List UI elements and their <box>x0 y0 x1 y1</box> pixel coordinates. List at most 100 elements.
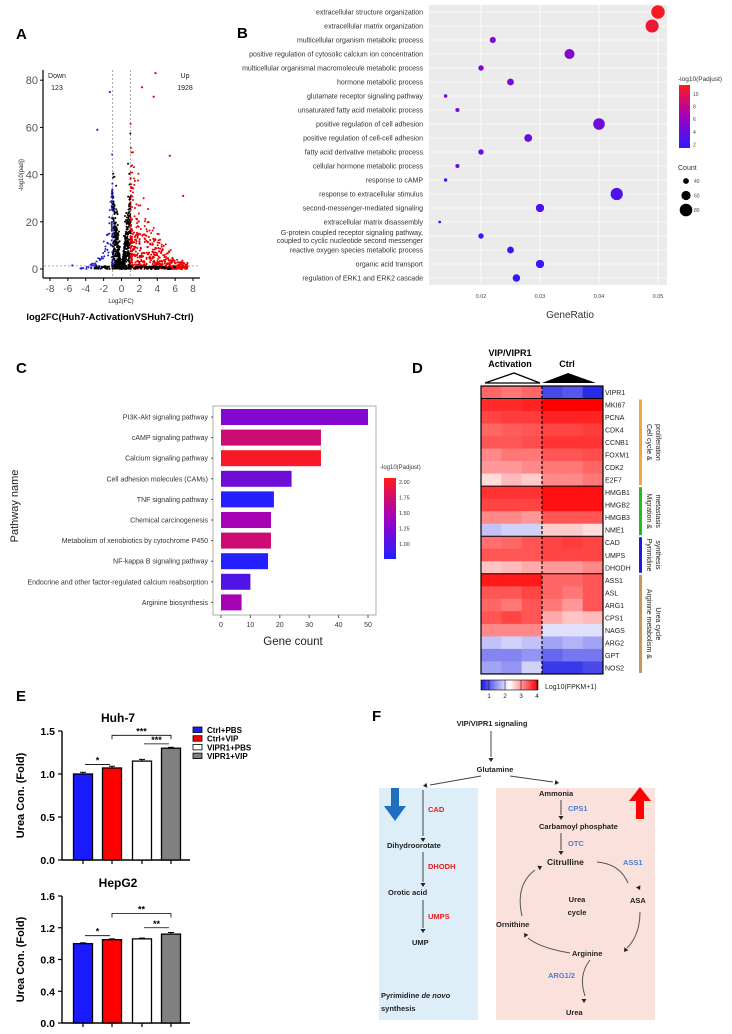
urea-cycle-box <box>496 788 655 1020</box>
urea-y-tick-label: 1.0 <box>40 769 55 781</box>
bubble-color-tick: 6 <box>693 117 696 123</box>
volcano-point-down <box>111 182 114 185</box>
volcano-point-up <box>159 247 162 250</box>
volcano-point <box>127 195 130 198</box>
heatmap-cell <box>521 473 543 487</box>
heatmap-cell <box>481 611 502 625</box>
heatmap-cell <box>501 448 522 462</box>
volcano-point-up <box>133 231 136 234</box>
heatmap-cell <box>542 511 563 525</box>
go-term-bubble <box>478 65 484 71</box>
urea-legend-swatch <box>192 752 203 759</box>
bubble-color-tick: 2 <box>693 142 696 148</box>
volcano-point-down <box>102 251 105 254</box>
volcano-point-up <box>156 244 159 247</box>
kegg-pathway-label: Endocrine and other factor-regulated cal… <box>27 579 208 586</box>
kegg-x-tick-label: 0 <box>219 622 223 629</box>
heatmap-cell <box>481 461 502 474</box>
significance-stars: *** <box>136 726 147 736</box>
heatmap-cell <box>542 386 563 399</box>
volcano-point-up <box>136 225 139 228</box>
heatmap-cell <box>481 586 502 600</box>
heatmap-cell <box>582 411 604 424</box>
volcano-x-tick-label: 0 <box>119 284 125 295</box>
volcano-point <box>115 260 118 263</box>
go-term-label: hormone metabolic process <box>337 80 423 87</box>
volcano-point <box>111 251 114 254</box>
volcano-up-label: Up <box>181 73 190 80</box>
volcano-y-tick-label: 40 <box>26 170 38 182</box>
volcano-point <box>123 253 126 256</box>
urea-bar <box>131 938 153 1024</box>
heatmap-cell <box>521 436 543 449</box>
go-term-bubble <box>455 163 460 169</box>
cycle-arrow <box>626 911 641 949</box>
down-trend-arrow-shaft <box>391 788 399 808</box>
volcano-point <box>126 239 129 242</box>
heatmap-cell <box>582 461 604 474</box>
volcano-point <box>112 227 115 230</box>
volcano-point-up <box>136 246 139 249</box>
heatmap-cell <box>501 548 522 562</box>
volcano-point-outlier <box>140 86 144 89</box>
go-term-label: positive regulation of cytosolic calcium… <box>249 52 423 59</box>
kegg-color-tick: 1.00 <box>399 542 410 548</box>
volcano-point <box>111 232 114 235</box>
heatmap-cell <box>562 398 583 412</box>
volcano-point <box>125 252 128 255</box>
go-term-bubble <box>489 36 496 44</box>
heatmap-cell <box>481 473 502 487</box>
volcano-point-up <box>171 259 174 262</box>
heatmap-row-group-label: Urea cycle <box>654 607 661 640</box>
volcano-point <box>126 219 129 222</box>
kegg-y-label: Pathway name <box>9 470 21 543</box>
volcano-point-up <box>145 228 148 231</box>
volcano-point-up <box>136 252 139 255</box>
bubble-size-key-label: 60 <box>694 194 700 200</box>
heatmap-gene-label: ARG2 <box>605 640 624 647</box>
enzyme-cps1: CPS1 <box>568 804 588 813</box>
asa-node: ASA <box>630 896 646 905</box>
down-trend-arrow-icon <box>384 806 406 821</box>
heatmap-cell <box>521 623 543 637</box>
volcano-point-ns <box>151 266 154 269</box>
heatmap-cell <box>582 436 604 449</box>
volcano-point <box>118 253 121 256</box>
heatmap-cell <box>562 436 583 449</box>
volcano-point-up <box>146 245 149 248</box>
heatmap-group-activation-line2: Activation <box>488 359 532 369</box>
ctrl-triangle <box>542 373 596 383</box>
go-term-bubble <box>524 134 533 142</box>
volcano-point-up <box>134 234 137 237</box>
volcano-point <box>128 231 131 234</box>
heatmap-cell <box>562 598 583 612</box>
volcano-point <box>115 255 118 258</box>
heatmap-cell <box>521 611 543 625</box>
volcano-point-down <box>107 254 110 257</box>
heatmap-gene-label: NOS2 <box>605 665 624 672</box>
volcano-point <box>118 246 121 249</box>
volcano-point-down <box>89 266 92 269</box>
heatmap-cell <box>521 636 543 650</box>
kegg-pathway-label: Cell adhesion molecules (CAMs) <box>106 476 208 483</box>
volcano-point-up <box>166 263 169 266</box>
volcano-point <box>125 211 128 214</box>
heatmap-cell <box>542 498 563 512</box>
volcano-point-up <box>147 221 150 224</box>
kegg-color-tick: 1.50 <box>399 511 410 517</box>
volcano-point <box>114 253 117 256</box>
volcano-point <box>115 226 118 229</box>
heatmap-cell <box>562 561 583 575</box>
heatmap-gene-label: CPS1 <box>605 615 623 622</box>
significance-bracket <box>111 734 172 740</box>
volcano-point-up <box>137 261 140 264</box>
kegg-color-tick: 1.25 <box>399 527 410 533</box>
volcano-point <box>115 231 118 234</box>
heatmap-cell <box>521 548 543 562</box>
heatmap-cell <box>501 573 522 587</box>
volcano-point-up <box>135 242 138 245</box>
volcano-point <box>124 236 127 239</box>
urea-y-tick-label: 0.0 <box>40 1018 55 1030</box>
volcano-point-up <box>131 233 134 236</box>
